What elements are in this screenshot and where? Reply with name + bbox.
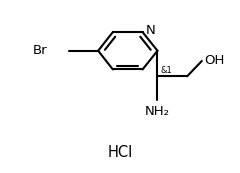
Text: Br: Br: [33, 44, 48, 57]
Text: OH: OH: [204, 54, 225, 67]
Text: NH₂: NH₂: [145, 105, 170, 118]
Text: N: N: [146, 24, 156, 37]
Text: HCl: HCl: [107, 144, 133, 160]
Text: &1: &1: [161, 66, 173, 75]
